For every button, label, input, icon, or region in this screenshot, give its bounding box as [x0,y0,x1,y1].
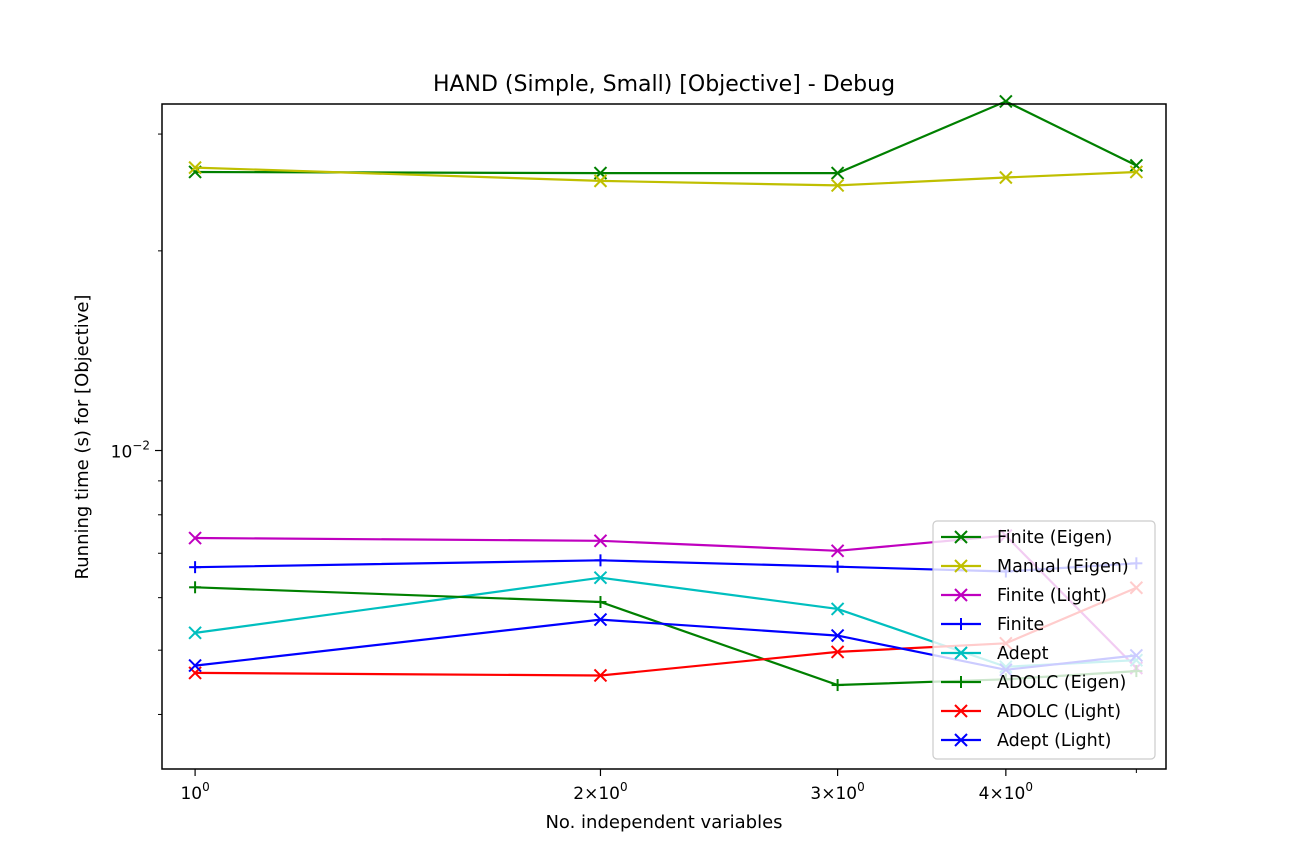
data-point-manual-eigen-1 [188,160,202,175]
legend-label: Adept (Light) [997,731,1111,751]
legend-label: ADOLC (Light) [997,702,1121,722]
legend-marker [954,530,968,544]
legend-marker [955,618,967,630]
data-point-manual-eigen-4 [999,170,1013,185]
legend-label: ADOLC (Eigen) [997,673,1126,693]
legend-item-adolc-eigen: ADOLC (Eigen) [941,673,1126,693]
data-point-finite-light-2 [593,534,608,548]
data-point-finite-3 [831,560,844,573]
data-point-adept-light-1 [188,658,202,673]
legend-label: Manual (Eigen) [997,557,1129,577]
x-tick-label: 2×100 [573,780,627,804]
data-point-adolc-light-2 [593,668,608,683]
y-tick-label: 10−2 [111,439,150,463]
series-finite-eigen [188,94,1144,180]
legend-marker [955,676,967,688]
data-point-finite-light-3 [830,544,845,558]
legend-item-adolc-light: ADOLC (Light) [941,702,1121,722]
x-tick-label: 3×100 [810,780,864,804]
legend-item-finite-eigen: Finite (Eigen) [941,528,1112,548]
plot-frame [161,103,1167,770]
y-axis-ticks: 10−2 [111,133,162,715]
data-point-adept-2 [593,571,608,585]
data-point-adept-3 [830,602,845,616]
legend-item-adept: Adept [941,644,1049,664]
data-point-adept-light-2 [593,612,608,627]
legend-item-manual-eigen: Manual (Eigen) [941,557,1129,577]
x-tick-label: 100 [180,780,209,804]
legend-label: Finite (Eigen) [997,528,1112,548]
data-point-adolc-eigen-1 [189,581,202,594]
data-point-finite-eigen-4 [999,94,1013,109]
legend: Finite (Eigen) Manual (Eigen) Finite (Ligh… [932,520,1156,760]
data-point-finite-eigen-5 [1129,158,1144,173]
legend-marker [954,704,968,718]
data-point-finite-eigen-3 [830,166,845,180]
data-point-adept-1 [188,626,202,640]
legend-frame [932,520,1156,760]
data-point-finite-light-1 [188,531,202,545]
x-tick-label: 4×100 [979,780,1033,804]
legend-marker [954,733,968,747]
data-point-finite-1 [189,561,202,574]
data-point-adolc-light-3 [830,645,845,659]
data-point-manual-eigen-3 [830,178,845,193]
legend-label: Adept [997,644,1049,664]
series-manual-eigen [188,160,1144,193]
chart-title: HAND (Simple, Small) [Objective] - Debug [433,72,895,97]
legend-marker [954,646,968,660]
data-point-manual-eigen-2 [593,174,608,188]
x-axis-label: No. independent variables [545,812,782,833]
data-point-adolc-eigen-2 [594,596,607,609]
legend-marker [954,559,968,573]
data-point-manual-eigen-5 [1129,165,1144,179]
legend-label: Finite [997,615,1044,635]
data-point-adept-light-3 [830,628,845,643]
legend-item-finite: Finite [941,615,1044,635]
legend-label: Finite (Light) [997,586,1107,606]
legend-marker [954,588,968,602]
y-axis-label: Running time (s) for [Objective] [72,295,93,580]
legend-item-finite-light: Finite (Light) [941,586,1107,606]
legend-item-adept-light: Adept (Light) [941,731,1111,751]
x-axis-ticks: 100 2×100 3×100 4×100 [180,769,1137,804]
data-point-finite-2 [594,554,607,567]
data-point-adolc-eigen-3 [831,679,844,692]
